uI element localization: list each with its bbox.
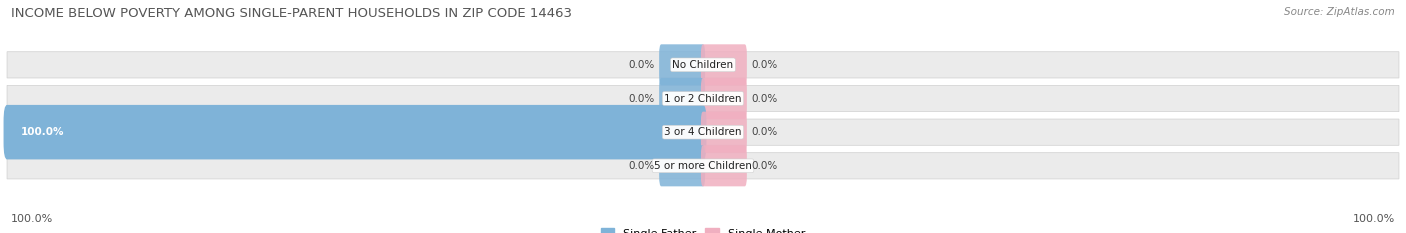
FancyBboxPatch shape [702, 145, 747, 186]
Text: 3 or 4 Children: 3 or 4 Children [664, 127, 742, 137]
FancyBboxPatch shape [7, 153, 1399, 179]
Text: 0.0%: 0.0% [628, 60, 654, 70]
FancyBboxPatch shape [659, 145, 704, 186]
Text: 0.0%: 0.0% [752, 127, 778, 137]
FancyBboxPatch shape [702, 44, 747, 85]
Text: Source: ZipAtlas.com: Source: ZipAtlas.com [1284, 7, 1395, 17]
Text: 0.0%: 0.0% [628, 161, 654, 171]
Text: 0.0%: 0.0% [752, 60, 778, 70]
Text: 100.0%: 100.0% [1353, 214, 1395, 224]
Text: 0.0%: 0.0% [628, 93, 654, 103]
Text: 100.0%: 100.0% [21, 127, 65, 137]
FancyBboxPatch shape [7, 119, 1399, 145]
Legend: Single Father, Single Mother: Single Father, Single Mother [596, 224, 810, 233]
Text: 1 or 2 Children: 1 or 2 Children [664, 93, 742, 103]
FancyBboxPatch shape [702, 112, 747, 153]
Text: 5 or more Children: 5 or more Children [654, 161, 752, 171]
FancyBboxPatch shape [7, 85, 1399, 112]
Text: No Children: No Children [672, 60, 734, 70]
FancyBboxPatch shape [702, 78, 747, 119]
Text: 100.0%: 100.0% [11, 214, 53, 224]
FancyBboxPatch shape [659, 44, 704, 85]
Text: 0.0%: 0.0% [752, 93, 778, 103]
Text: INCOME BELOW POVERTY AMONG SINGLE-PARENT HOUSEHOLDS IN ZIP CODE 14463: INCOME BELOW POVERTY AMONG SINGLE-PARENT… [11, 7, 572, 20]
FancyBboxPatch shape [659, 78, 704, 119]
FancyBboxPatch shape [7, 52, 1399, 78]
FancyBboxPatch shape [4, 105, 706, 159]
Text: 0.0%: 0.0% [752, 161, 778, 171]
